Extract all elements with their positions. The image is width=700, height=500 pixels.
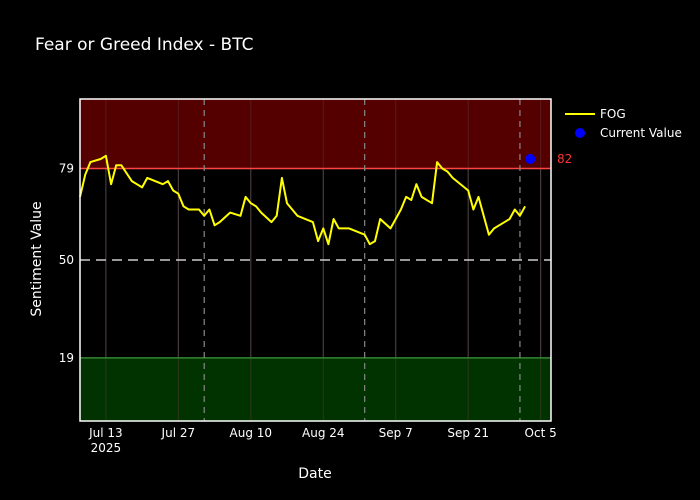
current-value-label: 82 — [557, 152, 572, 166]
plot-frame — [79, 98, 552, 422]
y-tick-label: 79 — [59, 161, 74, 175]
x-tick-label: Aug 24 — [302, 426, 345, 440]
x-tick-label: Sep 21 — [447, 426, 489, 440]
legend: FOG Current Value — [565, 107, 682, 140]
legend-current-value-swatch — [575, 128, 585, 138]
y-tick-label: 50 — [59, 253, 74, 267]
legend-fog-label: FOG — [600, 107, 626, 121]
y-axis-label: Sentiment Value — [29, 201, 45, 316]
fear-zone — [80, 357, 551, 421]
x-tick-label: Sep 7 — [379, 426, 413, 440]
greed-zone — [80, 99, 551, 169]
x-tick-label: Jul 13 — [88, 426, 123, 440]
x-tick-label: Oct 5 — [525, 426, 557, 440]
x-tick-label: Jul 27 — [161, 426, 196, 440]
x-axis-label: Date — [298, 466, 331, 482]
x-tick-label: Aug 10 — [230, 426, 273, 440]
fog-series-line — [79, 154, 526, 246]
x-tick-year-label: 2025 — [91, 441, 122, 455]
y-tick-label: 19 — [59, 351, 74, 365]
current-value-marker — [525, 153, 536, 164]
chart-title: Fear or Greed Index - BTC — [35, 35, 253, 55]
legend-current-value-label: Current Value — [600, 126, 682, 140]
